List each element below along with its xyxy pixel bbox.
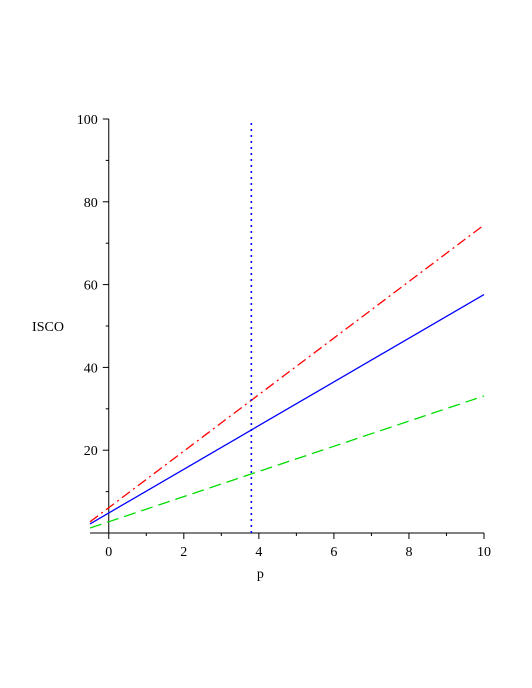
y-tick-label: 40 (84, 361, 98, 376)
y-ticks: 20 40 60 80 100 (77, 113, 109, 493)
x-tick-label: 10 (477, 545, 491, 560)
x-tick-label: 6 (330, 545, 337, 560)
y-tick-label: 100 (77, 113, 98, 128)
y-tick-label: 20 (84, 444, 98, 459)
x-axis-label: p (257, 567, 264, 582)
y-tick-label: 80 (84, 196, 98, 211)
series-line-solid (89, 293, 485, 525)
series-line-dash-dot (89, 224, 485, 523)
y-tick-label: 60 (84, 279, 98, 294)
series-lines (89, 119, 485, 533)
y-axis-label: ISCO (32, 320, 64, 335)
series-line-dashed (89, 395, 485, 529)
x-tick-label: 2 (180, 545, 187, 560)
x-tick-label: 4 (255, 545, 262, 560)
x-tick-label: 0 (105, 545, 112, 560)
x-ticks: 0 2 4 6 8 10 (105, 533, 491, 560)
x-tick-label: 8 (405, 545, 412, 560)
axes (90, 119, 484, 534)
